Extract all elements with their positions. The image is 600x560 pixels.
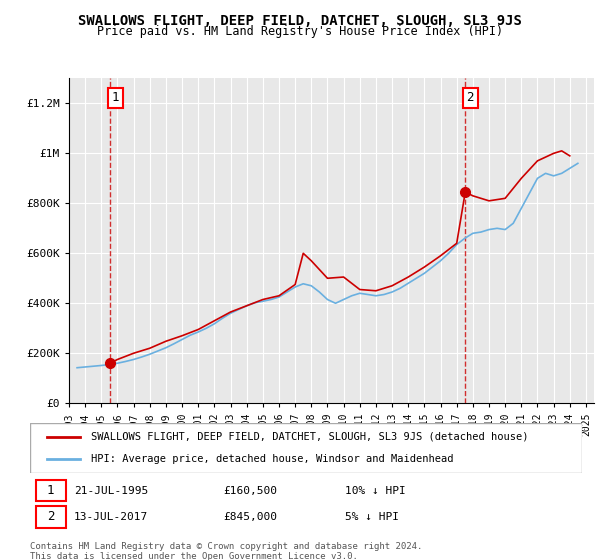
Text: £845,000: £845,000 [223, 512, 277, 522]
Text: 1: 1 [111, 91, 119, 104]
Text: Contains HM Land Registry data © Crown copyright and database right 2024.
This d: Contains HM Land Registry data © Crown c… [30, 542, 422, 560]
FancyBboxPatch shape [35, 480, 66, 501]
Text: 10% ↓ HPI: 10% ↓ HPI [344, 486, 406, 496]
FancyBboxPatch shape [30, 423, 582, 473]
FancyBboxPatch shape [35, 506, 66, 528]
Text: SWALLOWS FLIGHT, DEEP FIELD, DATCHET, SLOUGH, SL3 9JS: SWALLOWS FLIGHT, DEEP FIELD, DATCHET, SL… [78, 14, 522, 28]
Text: 13-JUL-2017: 13-JUL-2017 [74, 512, 148, 522]
Text: 21-JUL-1995: 21-JUL-1995 [74, 486, 148, 496]
Text: HPI: Average price, detached house, Windsor and Maidenhead: HPI: Average price, detached house, Wind… [91, 454, 453, 464]
Text: SWALLOWS FLIGHT, DEEP FIELD, DATCHET, SLOUGH, SL3 9JS (detached house): SWALLOWS FLIGHT, DEEP FIELD, DATCHET, SL… [91, 432, 528, 442]
Text: 2: 2 [47, 510, 54, 524]
Text: 1: 1 [47, 484, 54, 497]
Text: £160,500: £160,500 [223, 486, 277, 496]
Text: Price paid vs. HM Land Registry's House Price Index (HPI): Price paid vs. HM Land Registry's House … [97, 25, 503, 38]
Text: 5% ↓ HPI: 5% ↓ HPI [344, 512, 398, 522]
Text: 2: 2 [466, 91, 474, 104]
